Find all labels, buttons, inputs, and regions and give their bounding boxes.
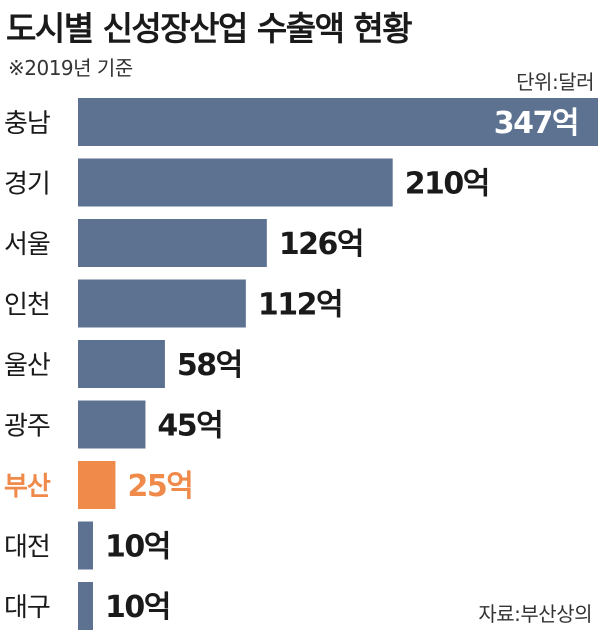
category-label-7: 대전: [4, 533, 50, 563]
bar-0: [78, 98, 598, 146]
value-label-1: 210억: [405, 167, 489, 202]
value-label-2: 126억: [279, 227, 363, 262]
bar-8: [78, 582, 93, 630]
chart-title: 도시별 신성장산업 수출액 현황: [6, 9, 413, 48]
bar-3: [78, 279, 246, 328]
source-label: 자료:부산상의: [478, 602, 592, 626]
value-label-3: 112억: [258, 288, 342, 323]
unit-label: 단위:달러: [516, 70, 594, 94]
bar-7: [78, 521, 93, 570]
category-label-2: 서울: [4, 230, 50, 260]
category-label-1: 경기: [4, 170, 50, 200]
category-label-4: 울산: [4, 351, 50, 381]
category-label-3: 인천: [4, 291, 50, 321]
value-label-0: 347억: [494, 106, 578, 141]
bar-1: [78, 158, 393, 207]
value-label-8: 10억: [105, 590, 170, 625]
bar-2: [78, 219, 267, 267]
category-label-5: 광주: [4, 412, 50, 442]
bar-4: [78, 340, 165, 388]
value-label-7: 10억: [105, 530, 170, 565]
category-label-8: 대구: [4, 593, 50, 623]
bar-5: [78, 400, 146, 449]
bar-6: [78, 461, 116, 509]
value-label-6: 25억: [127, 469, 192, 504]
value-label-4: 58억: [177, 348, 242, 383]
category-label-0: 충남: [4, 109, 51, 139]
chart-subtitle: ※2019년 기준: [8, 56, 133, 80]
category-label-6: 부산: [4, 472, 51, 502]
value-label-5: 45억: [157, 409, 222, 444]
